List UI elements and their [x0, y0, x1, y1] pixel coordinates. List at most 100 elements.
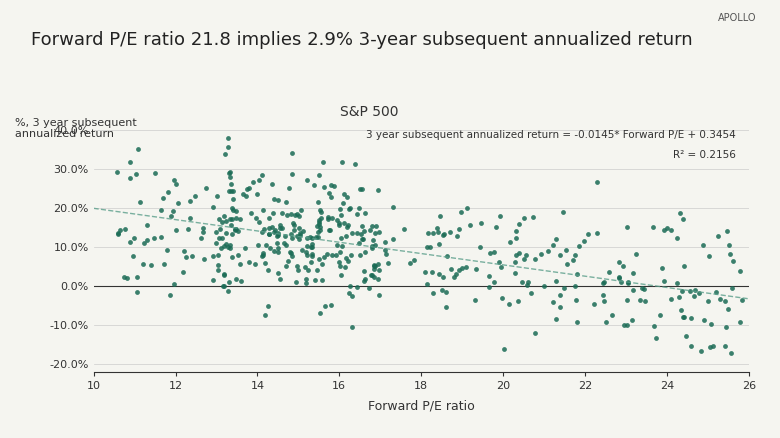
Point	[634, 297, 647, 304]
Point	[525, 290, 537, 297]
Point	[357, 236, 370, 243]
Point	[214, 226, 226, 233]
Point	[702, 298, 714, 305]
Point	[372, 187, 385, 194]
Point	[280, 262, 292, 269]
Point	[556, 208, 569, 215]
Point	[239, 244, 251, 251]
Point	[733, 268, 746, 275]
Point	[285, 211, 297, 218]
Point	[675, 306, 687, 313]
Point	[189, 193, 201, 200]
Point	[288, 227, 300, 234]
Point	[612, 274, 625, 281]
Point	[306, 251, 318, 258]
Point	[112, 229, 124, 236]
Point	[475, 219, 488, 226]
Point	[654, 311, 667, 318]
Point	[295, 207, 307, 214]
Point	[223, 279, 236, 286]
Point	[331, 241, 343, 248]
Point	[725, 284, 738, 291]
Point	[215, 244, 227, 251]
Point	[197, 225, 209, 232]
Point	[518, 215, 530, 222]
Point	[222, 170, 235, 177]
Point	[260, 241, 272, 248]
Point	[235, 278, 247, 285]
Point	[520, 282, 533, 289]
Point	[636, 284, 649, 291]
Point	[112, 230, 125, 237]
Point	[304, 234, 317, 241]
Point	[703, 252, 715, 259]
Point	[229, 215, 242, 222]
Point	[225, 221, 238, 228]
Point	[553, 291, 566, 298]
Point	[272, 269, 285, 276]
Point	[677, 262, 690, 269]
Point	[677, 215, 690, 223]
Text: Forward P/E ratio 21.8 implies 2.9% 3-year subsequent annualized return: Forward P/E ratio 21.8 implies 2.9% 3-ye…	[31, 31, 693, 49]
Point	[313, 172, 325, 179]
Point	[218, 151, 231, 158]
Point	[324, 227, 337, 234]
Point	[621, 224, 633, 231]
Point	[124, 175, 136, 182]
Point	[526, 213, 539, 220]
Point	[493, 258, 505, 265]
Point	[256, 171, 268, 178]
Point	[335, 243, 348, 250]
Point	[301, 252, 314, 259]
Point	[197, 255, 210, 262]
Text: R² = 0.2156: R² = 0.2156	[673, 150, 736, 160]
Point	[622, 279, 634, 286]
Point	[268, 226, 281, 233]
Point	[561, 261, 573, 268]
Point	[403, 259, 416, 266]
Point	[237, 191, 250, 198]
Point	[276, 209, 289, 216]
Point	[272, 231, 285, 238]
Point	[212, 261, 225, 268]
Point	[422, 230, 434, 237]
Point	[554, 304, 566, 311]
Point	[340, 233, 353, 240]
Point	[342, 258, 354, 265]
Point	[186, 253, 198, 260]
Point	[313, 221, 325, 228]
Point	[435, 286, 448, 293]
Point	[656, 264, 668, 271]
Point	[282, 257, 294, 264]
Point	[318, 303, 331, 310]
Point	[380, 250, 392, 257]
Point	[215, 234, 228, 241]
Point	[359, 249, 371, 256]
Point	[510, 251, 523, 258]
Point	[621, 321, 633, 328]
Point	[724, 251, 736, 258]
Point	[302, 267, 314, 274]
Point	[309, 277, 321, 284]
Point	[671, 280, 683, 287]
Point	[263, 215, 275, 222]
Point	[264, 245, 277, 252]
Point	[224, 215, 236, 223]
Point	[372, 276, 385, 283]
Point	[338, 220, 350, 227]
Point	[516, 278, 528, 285]
Point	[140, 237, 153, 244]
Point	[182, 226, 194, 233]
Point	[299, 263, 311, 270]
Point	[275, 224, 288, 231]
Point	[597, 292, 609, 299]
Point	[324, 182, 337, 189]
Point	[419, 268, 431, 276]
Point	[219, 217, 232, 224]
Point	[424, 243, 436, 250]
Point	[263, 230, 275, 237]
Point	[310, 223, 323, 230]
Point	[121, 275, 133, 282]
Point	[364, 227, 377, 234]
Point	[606, 311, 619, 318]
